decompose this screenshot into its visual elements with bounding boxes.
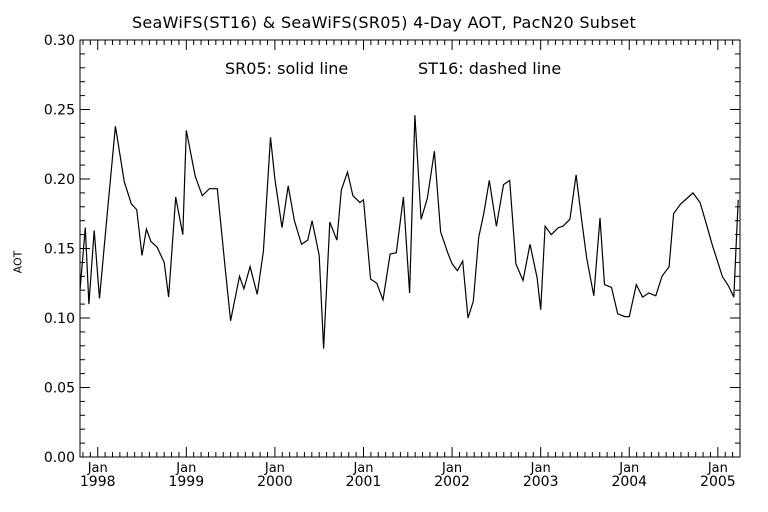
x-ticks: Jan1998Jan1999Jan2000Jan2001Jan2002Jan20…	[80, 40, 741, 490]
x-tick-month-label: Jan	[618, 461, 639, 476]
y-tick-label: 0.30	[44, 33, 75, 49]
y-tick-label: 0.25	[44, 103, 75, 119]
x-tick-year-label: 1999	[168, 474, 204, 490]
legend-dashed-note: ST16: dashed line	[418, 59, 562, 78]
y-tick-label: 0.05	[44, 381, 75, 397]
x-tick-year-label: 2003	[523, 474, 559, 490]
x-tick-year-label: 2005	[700, 474, 736, 490]
x-tick-month-label: Jan	[352, 461, 373, 476]
y-tick-label: 0.00	[44, 450, 75, 466]
x-tick-month-label: Jan	[707, 461, 728, 476]
x-tick-year-label: 2002	[434, 474, 470, 490]
x-tick-month-label: Jan	[441, 461, 462, 476]
x-tick-year-label: 2000	[257, 474, 293, 490]
x-tick-month-label: Jan	[175, 461, 196, 476]
x-tick-year-label: 2004	[611, 474, 647, 490]
x-tick-month-label: Jan	[530, 461, 551, 476]
series-layer	[79, 115, 739, 349]
y-ticks: 0.00 0.05 0.10 0.15 0.20 0.25 0.30	[44, 33, 740, 466]
plot-frame	[79, 39, 741, 458]
chart-title: SeaWiFS(ST16) & SeaWiFS(SR05) 4-Day AOT,…	[131, 13, 637, 32]
y-tick-label: 0.20	[44, 172, 75, 188]
x-tick-month-label: Jan	[264, 461, 285, 476]
legend-solid-note: SR05: solid line	[225, 59, 349, 78]
y-tick-label: 0.15	[44, 242, 75, 258]
x-tick-year-label: 2001	[346, 474, 382, 490]
series-line-sr05	[79, 115, 739, 349]
y-tick-label: 0.10	[44, 311, 75, 327]
x-tick-month-label: Jan	[87, 461, 108, 476]
plot-axes	[79, 39, 741, 458]
x-tick-year-label: 1998	[80, 474, 116, 490]
